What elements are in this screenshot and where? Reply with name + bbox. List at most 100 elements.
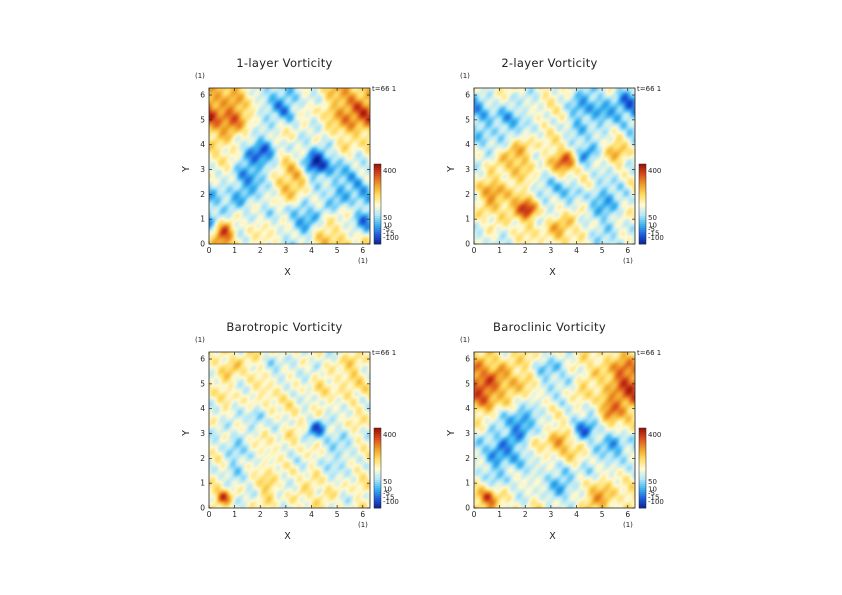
panel-4: 0 1 2 3 4 5 6 0 1 2 3 4 5 6 Baroclinic Vorticity X Y (1) (… [446,320,664,542]
colorbar-segment [639,438,646,441]
chart-title: 2-layer Vorticity [501,56,597,70]
colorbar-segment [639,210,646,213]
colorbar-segment [374,476,381,479]
plot-frame [208,351,371,509]
x-unit-label: (1) [623,521,633,529]
colorbar-segment [374,500,381,503]
colorbar-segment [639,472,646,475]
time-label: t=66 1 [372,349,396,357]
colorbar-segment [639,470,646,473]
colorbar-segment [639,186,646,189]
colorbar-segment [374,188,381,191]
colorbar-segment [639,492,646,495]
colorbar-segment [639,494,646,497]
colorbar-segment [374,474,381,477]
colorbar-segment [639,220,646,223]
colorbar-segment [374,486,381,489]
colorbar-segment [374,234,381,237]
colorbar-segment [639,446,646,449]
colorbar-segment [374,482,381,485]
y-tick-label: 4 [465,140,470,149]
y-tick-label: 6 [465,91,470,100]
colorbar-segment [639,194,646,197]
y-unit-label: (1) [460,336,470,344]
colorbar-label: -100 [383,498,399,506]
colorbar-segment [639,452,646,455]
x-unit-label: (1) [358,257,368,265]
colorbar-segment [374,222,381,225]
y-tick-label: 3 [200,429,205,438]
colorbar-segment [374,452,381,455]
colorbar-label: 400 [383,167,396,175]
colorbar-label: 10 [648,222,657,230]
y-tick-label: 5 [200,115,205,124]
colorbar-segment [639,226,646,229]
colorbar-segment [639,442,646,445]
colorbar-segment [374,468,381,471]
vorticity-field [209,88,370,244]
colorbar-segment [639,454,646,457]
colorbar-segment [639,232,646,235]
colorbar-segment [374,464,381,467]
y-tick-label: 1 [465,479,470,488]
y-tick-label: 6 [200,91,205,100]
colorbar-segment [374,438,381,441]
colorbar-segment [639,188,646,191]
colorbar-segment [374,436,381,439]
colorbar-segment [374,170,381,173]
colorbar-segment [374,450,381,453]
colorbar-segment [374,220,381,223]
colorbar-segment [639,490,646,493]
y-tick-label: 3 [465,429,470,438]
y-axis-label: Y [446,166,457,173]
colorbar-segment [639,478,646,481]
colorbar-segment [639,480,646,483]
chart-title: Barotropic Vorticity [226,320,342,334]
colorbar-segment [639,168,646,171]
colorbar-segment [639,468,646,471]
y-tick-label: 4 [200,140,205,149]
colorbar-segment [374,166,381,169]
colorbar-segment [374,432,381,435]
colorbar-segment [374,214,381,217]
y-tick-label: 1 [200,479,205,488]
colorbar-label: -15 [383,494,394,502]
colorbar-segment [374,506,381,509]
colorbar-segment [374,182,381,185]
colorbar-segment [639,488,646,491]
plot-frame [473,351,636,509]
colorbar-segment [639,206,646,209]
colorbar-label: -5 [648,490,655,498]
colorbar-segment [639,224,646,227]
colorbar-segment [374,498,381,501]
colorbar-frame [638,163,647,245]
x-tick-label: 2 [523,246,528,255]
y-tick-label: 4 [465,404,470,413]
colorbar-segment [374,194,381,197]
colorbar-segment [374,226,381,229]
colorbar-segment [639,196,646,199]
colorbar-segment [374,232,381,235]
x-tick-label: 1 [497,510,502,519]
colorbar-segment [639,164,646,167]
colorbar-segment [639,172,646,175]
colorbar-segment [374,176,381,179]
colorbar-segment [374,172,381,175]
x-axis-label: X [284,267,291,278]
colorbar-label: 400 [648,167,661,175]
colorbar-segment [639,448,646,451]
colorbar-segment [639,464,646,467]
x-tick-label: 6 [625,510,630,519]
y-tick-label: 0 [200,504,205,513]
colorbar-segment [374,228,381,231]
plot-frame [208,87,371,245]
colorbar-segment [639,166,646,169]
x-axis-label: X [549,531,556,542]
x-tick-label: 0 [207,246,212,255]
x-tick-label: 3 [283,510,288,519]
panel-1: 0 1 2 3 4 5 6 0 1 2 3 4 5 6 1-layer Vorticity X Y (1) (1) t… [181,56,399,278]
colorbar-segment [639,460,646,463]
